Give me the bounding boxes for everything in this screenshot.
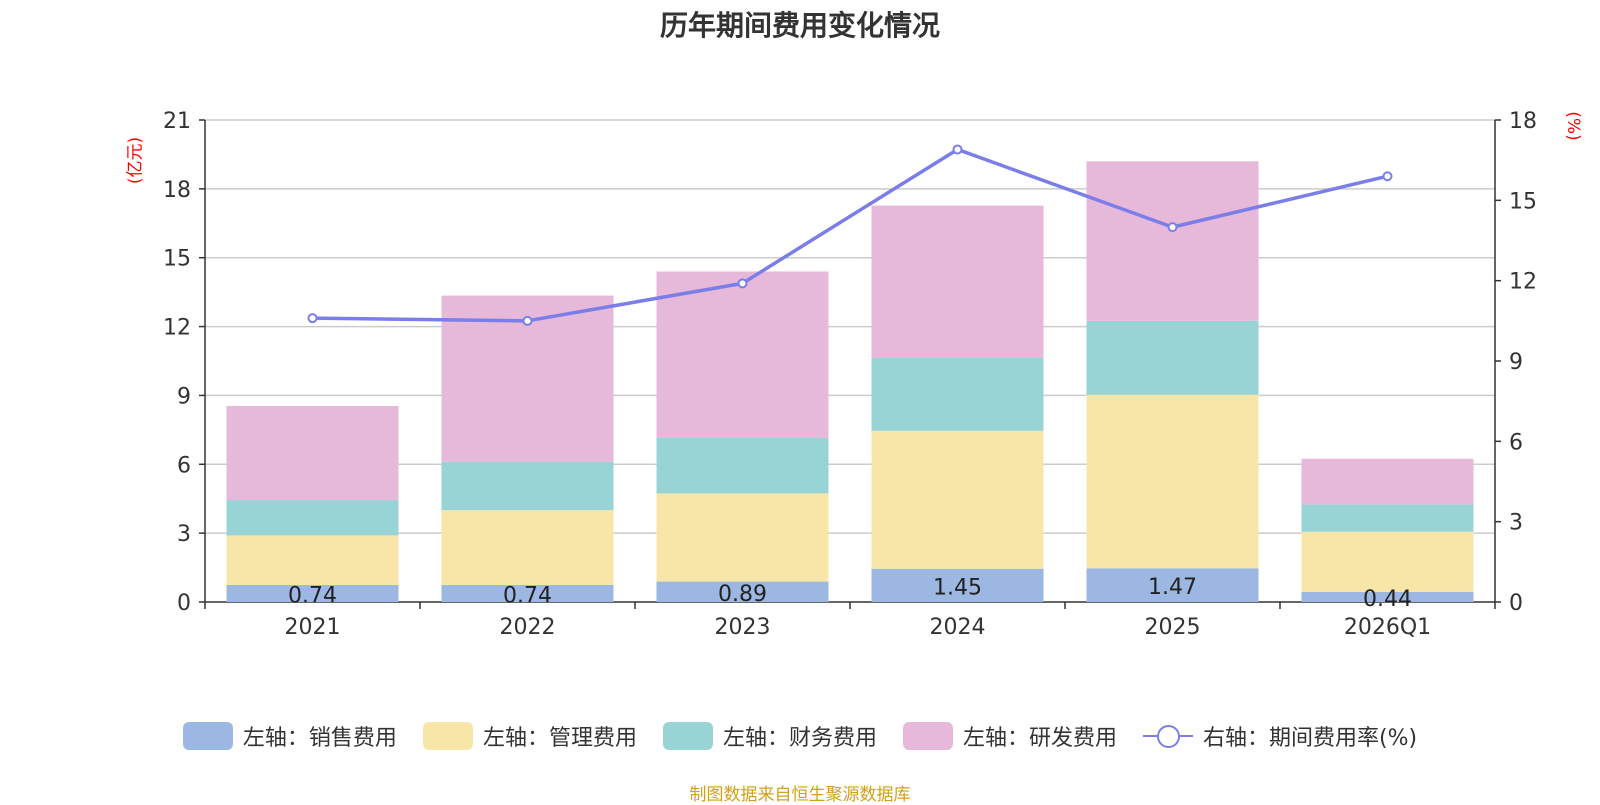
left-tick-label: 12 <box>163 316 191 341</box>
bar-data-label: 0.44 <box>1363 587 1412 612</box>
x-tick-label: 2023 <box>715 615 771 640</box>
bar-segment <box>1301 504 1474 532</box>
left-tick-label: 6 <box>177 453 191 478</box>
rate-point <box>1167 222 1178 233</box>
bar-segment <box>656 581 829 602</box>
legend-line-rate-icon <box>1142 722 1193 750</box>
bar-segment <box>1301 531 1474 592</box>
bar-segment <box>226 535 399 586</box>
bar-segment <box>441 585 614 602</box>
legend-item-finance[interactable]: 左轴：财务费用 <box>662 720 877 752</box>
rate-point <box>1382 171 1393 182</box>
legend-item-rnd[interactable]: 左轴：研发费用 <box>902 720 1117 752</box>
x-tick-label: 2025 <box>1145 615 1201 640</box>
legend: 左轴：销售费用 左轴：管理费用 左轴：财务费用 左轴：研发费用 右轴：期间费用率… <box>0 720 1600 752</box>
chart-title: 历年期间费用变化情况 <box>659 9 940 42</box>
bar-segment <box>871 205 1044 359</box>
rate-point <box>307 313 318 324</box>
bar-segment <box>871 358 1044 431</box>
bar-segment <box>226 585 399 602</box>
legend-item-admin[interactable]: 左轴：管理费用 <box>422 720 637 752</box>
rate-point <box>952 144 963 155</box>
bar-segment <box>656 493 829 582</box>
bar-segment <box>441 510 614 586</box>
legend-label-rate: 右轴：期间费用率(%) <box>1202 726 1418 751</box>
bar-data-label: 0.74 <box>288 584 337 609</box>
legend-item-rate[interactable]: 右轴：期间费用率(%) <box>1142 720 1418 752</box>
right-tick-label: 6 <box>1509 430 1523 455</box>
rate-point <box>737 278 748 289</box>
right-tick-label: 0 <box>1509 591 1523 616</box>
legend-swatch-finance <box>662 722 713 750</box>
right-tick-label: 18 <box>1509 109 1537 134</box>
bar-segment <box>226 500 399 536</box>
x-tick-label: 2022 <box>500 615 556 640</box>
legend-label-rnd: 左轴：研发费用 <box>962 726 1117 751</box>
left-tick-label: 9 <box>177 384 191 409</box>
left-tick-label: 21 <box>163 109 191 134</box>
legend-label-admin: 左轴：管理费用 <box>482 726 637 751</box>
bar-segment <box>1086 394 1259 569</box>
left-tick-label: 15 <box>163 247 191 272</box>
left-tick-label: 3 <box>177 522 191 547</box>
legend-item-sales[interactable]: 左轴：销售费用 <box>182 720 397 752</box>
bar-segment <box>1301 591 1474 602</box>
right-tick-label: 12 <box>1509 270 1537 295</box>
right-tick-label: 3 <box>1509 511 1523 536</box>
bar-data-label: 0.74 <box>503 584 552 609</box>
rate-point <box>522 315 533 326</box>
x-tick-label: 2021 <box>285 615 341 640</box>
data-source: 制图数据来自恒生聚源数据库 <box>689 785 911 805</box>
left-tick-label: 18 <box>163 178 191 203</box>
bar-segment <box>656 271 829 438</box>
legend-swatch-rnd <box>902 722 953 750</box>
rate-line <box>312 147 1388 323</box>
legend-label-sales: 左轴：销售费用 <box>242 726 397 751</box>
x-tick-label: 2024 <box>930 615 986 640</box>
bar-segment <box>441 461 614 511</box>
x-tick-label: 2026Q1 <box>1344 615 1431 640</box>
legend-swatch-sales <box>182 722 233 750</box>
left-tick-label: 0 <box>177 591 191 616</box>
bar-data-label: 1.45 <box>933 575 982 600</box>
right-tick-label: 9 <box>1509 350 1523 375</box>
bar-segment <box>1086 568 1259 602</box>
bar-segment <box>1086 161 1259 321</box>
bar-segment <box>871 568 1044 602</box>
bar-data-label: 1.47 <box>1148 575 1197 600</box>
bar-data-label: 0.89 <box>718 582 767 607</box>
bar-segment <box>871 430 1044 569</box>
legend-label-finance: 左轴：财务费用 <box>722 726 877 751</box>
bar-segment <box>1086 320 1259 395</box>
bar-segment <box>1301 458 1474 505</box>
right-tick-label: 15 <box>1509 189 1537 214</box>
legend-swatch-admin <box>422 722 473 750</box>
bar-segment <box>226 405 399 501</box>
bar-segment <box>656 437 829 494</box>
